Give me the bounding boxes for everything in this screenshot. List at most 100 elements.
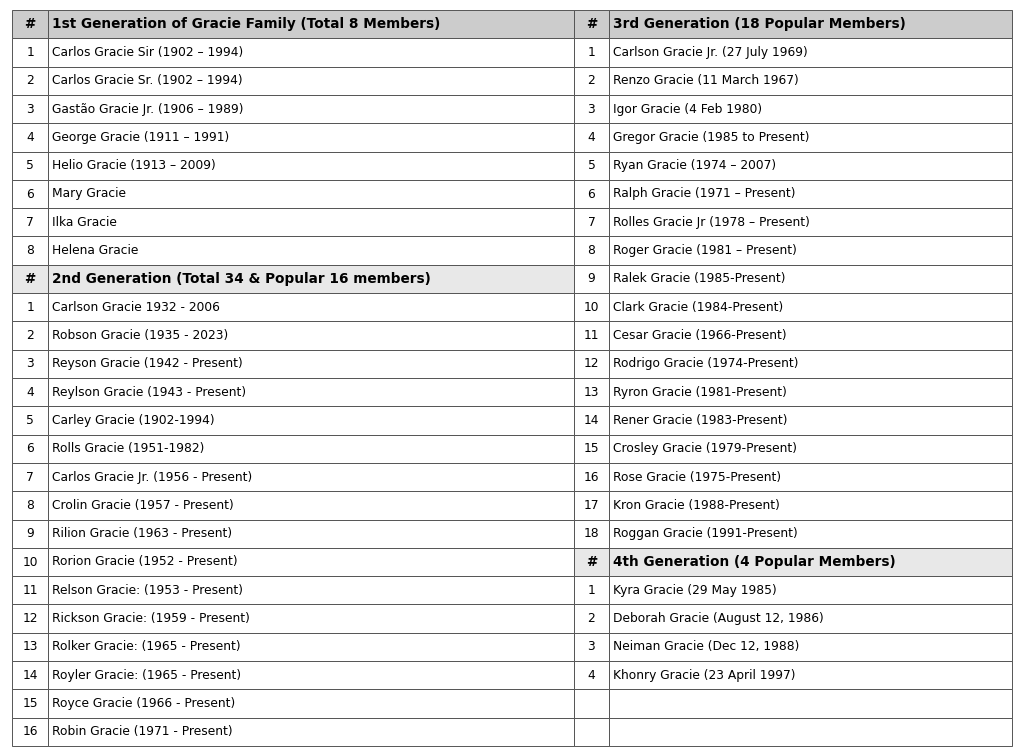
Text: 6: 6 [588, 187, 595, 200]
Bar [609, 576, 1012, 605]
Text: 2nd Generation (Total 34 & Popular 16 members): 2nd Generation (Total 34 & Popular 16 me… [52, 272, 431, 286]
Text: Ralek Gracie (1985-Present): Ralek Gracie (1985-Present) [613, 272, 786, 286]
Bar [609, 350, 1012, 378]
Bar [12, 151, 48, 180]
Bar [12, 605, 48, 633]
Text: 11: 11 [584, 329, 599, 342]
Bar [573, 237, 609, 265]
Text: 1: 1 [588, 46, 595, 59]
Text: 18: 18 [584, 527, 599, 541]
Bar [573, 548, 609, 576]
Text: Ryron Gracie (1981-Present): Ryron Gracie (1981-Present) [613, 386, 787, 398]
Bar [573, 661, 609, 689]
Bar [48, 237, 573, 265]
Bar [12, 95, 48, 123]
Text: Ilka Gracie: Ilka Gracie [52, 215, 118, 229]
Bar [48, 519, 573, 548]
Bar [12, 123, 48, 151]
Bar [573, 463, 609, 491]
Bar [12, 237, 48, 265]
Text: Rickson Gracie: (1959 - Present): Rickson Gracie: (1959 - Present) [52, 612, 251, 625]
Bar [609, 689, 1012, 717]
Text: Roggan Gracie (1991-Present): Roggan Gracie (1991-Present) [613, 527, 798, 541]
Bar [48, 576, 573, 605]
Bar [48, 123, 573, 151]
Bar [573, 293, 609, 321]
Text: 15: 15 [584, 442, 599, 455]
Text: 15: 15 [23, 697, 38, 710]
Text: Royce Gracie (1966 - Present): Royce Gracie (1966 - Present) [52, 697, 236, 710]
Text: 14: 14 [584, 414, 599, 427]
Text: Ralph Gracie (1971 – Present): Ralph Gracie (1971 – Present) [613, 187, 796, 200]
Bar [609, 208, 1012, 237]
Text: Reyson Gracie (1942 - Present): Reyson Gracie (1942 - Present) [52, 358, 244, 370]
Text: Helio Gracie (1913 – 2009): Helio Gracie (1913 – 2009) [52, 160, 216, 172]
Text: 5: 5 [27, 414, 34, 427]
Text: Gregor Gracie (1985 to Present): Gregor Gracie (1985 to Present) [613, 131, 810, 144]
Bar [12, 208, 48, 237]
Text: 12: 12 [584, 358, 599, 370]
Text: Reylson Gracie (1943 - Present): Reylson Gracie (1943 - Present) [52, 386, 247, 398]
Bar [48, 293, 573, 321]
Bar [48, 491, 573, 519]
Bar [12, 180, 48, 208]
Bar [609, 406, 1012, 435]
Bar [12, 406, 48, 435]
Text: 1: 1 [27, 46, 34, 59]
Bar [48, 321, 573, 350]
Text: Roger Gracie (1981 – Present): Roger Gracie (1981 – Present) [613, 244, 798, 257]
Text: Rose Gracie (1975-Present): Rose Gracie (1975-Present) [613, 470, 781, 484]
Bar [609, 39, 1012, 67]
Bar [48, 10, 573, 39]
Text: Rilion Gracie (1963 - Present): Rilion Gracie (1963 - Present) [52, 527, 232, 541]
Text: Rodrigo Gracie (1974-Present): Rodrigo Gracie (1974-Present) [613, 358, 799, 370]
Text: Carlos Gracie Sir (1902 – 1994): Carlos Gracie Sir (1902 – 1994) [52, 46, 244, 59]
Text: Rolker Gracie: (1965 - Present): Rolker Gracie: (1965 - Present) [52, 640, 241, 653]
Text: 13: 13 [23, 640, 38, 653]
Bar [609, 67, 1012, 95]
Text: Carlson Gracie Jr. (27 July 1969): Carlson Gracie Jr. (27 July 1969) [613, 46, 808, 59]
Text: Cesar Gracie (1966-Present): Cesar Gracie (1966-Present) [613, 329, 787, 342]
Bar [12, 463, 48, 491]
Text: Crosley Gracie (1979-Present): Crosley Gracie (1979-Present) [613, 442, 798, 455]
Text: 3: 3 [588, 103, 595, 116]
Bar [573, 180, 609, 208]
Bar [609, 548, 1012, 576]
Text: Carlson Gracie 1932 - 2006: Carlson Gracie 1932 - 2006 [52, 301, 220, 314]
Bar [609, 463, 1012, 491]
Text: 3rd Generation (18 Popular Members): 3rd Generation (18 Popular Members) [613, 17, 906, 31]
Bar [573, 10, 609, 39]
Text: Clark Gracie (1984-Present): Clark Gracie (1984-Present) [613, 301, 783, 314]
Text: Ryan Gracie (1974 – 2007): Ryan Gracie (1974 – 2007) [613, 160, 776, 172]
Bar [48, 633, 573, 661]
Bar [573, 605, 609, 633]
Bar [12, 378, 48, 406]
Text: 2: 2 [27, 329, 34, 342]
Text: Carlos Gracie Jr. (1956 - Present): Carlos Gracie Jr. (1956 - Present) [52, 470, 253, 484]
Text: Robson Gracie (1935 - 2023): Robson Gracie (1935 - 2023) [52, 329, 228, 342]
Bar [609, 237, 1012, 265]
Text: 2: 2 [27, 74, 34, 87]
Bar [609, 123, 1012, 151]
Bar [48, 95, 573, 123]
Bar [573, 717, 609, 746]
Text: Rolles Gracie Jr (1978 – Present): Rolles Gracie Jr (1978 – Present) [613, 215, 810, 229]
Bar [12, 548, 48, 576]
Bar [48, 689, 573, 717]
Bar [573, 350, 609, 378]
Text: 7: 7 [27, 470, 34, 484]
Bar [48, 463, 573, 491]
Bar [573, 435, 609, 463]
Text: 7: 7 [27, 215, 34, 229]
Text: 4: 4 [27, 131, 34, 144]
Text: 11: 11 [23, 584, 38, 596]
Bar [12, 39, 48, 67]
Bar [48, 151, 573, 180]
Bar [48, 717, 573, 746]
Text: 1: 1 [27, 301, 34, 314]
Text: #: # [25, 17, 36, 31]
Bar [48, 67, 573, 95]
Text: George Gracie (1911 – 1991): George Gracie (1911 – 1991) [52, 131, 229, 144]
Text: 13: 13 [584, 386, 599, 398]
Bar [12, 10, 48, 39]
